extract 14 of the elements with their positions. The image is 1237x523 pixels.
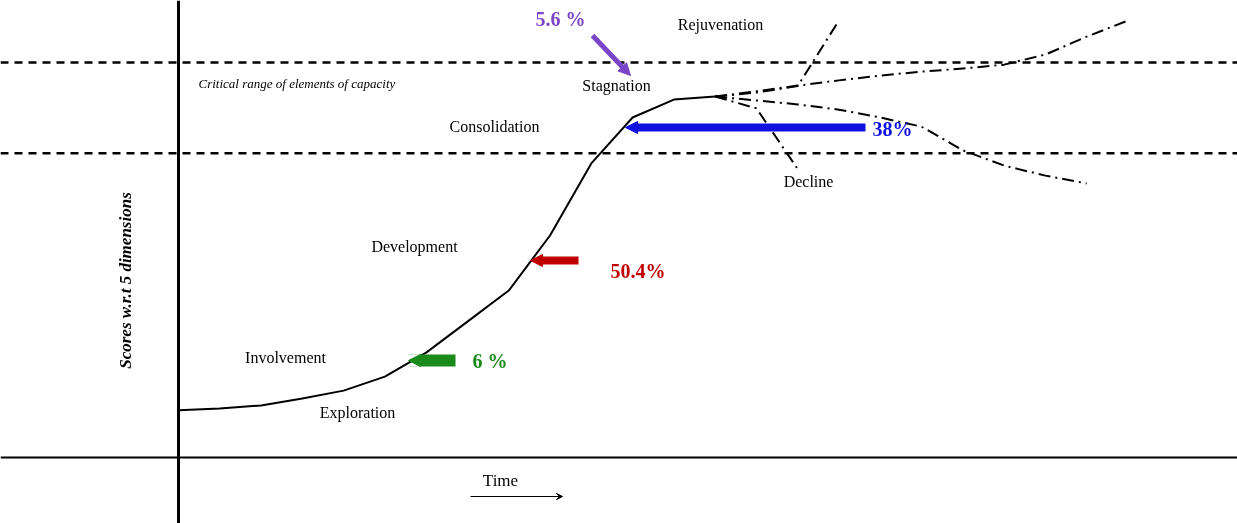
annotation: 50.4% xyxy=(610,259,666,282)
annotation: 38% xyxy=(872,117,913,140)
annotation: 6 % xyxy=(472,349,508,372)
annotation: Rejuvenation xyxy=(677,16,764,34)
annotation: Consolidation xyxy=(449,118,540,135)
annotation: Critical range of elements of capacity xyxy=(198,76,396,91)
annotation: Involvement xyxy=(245,349,327,366)
annotation: Decline xyxy=(783,173,834,190)
y-axis-title: Scores w.r.t 5 dimensions xyxy=(116,191,135,369)
annotation: Exploration xyxy=(319,404,396,422)
x-axis-title: Time xyxy=(482,471,519,490)
annotation: 5.6 % xyxy=(535,7,586,30)
annotation: Development xyxy=(371,238,459,256)
annotation: Stagnation xyxy=(582,77,651,95)
